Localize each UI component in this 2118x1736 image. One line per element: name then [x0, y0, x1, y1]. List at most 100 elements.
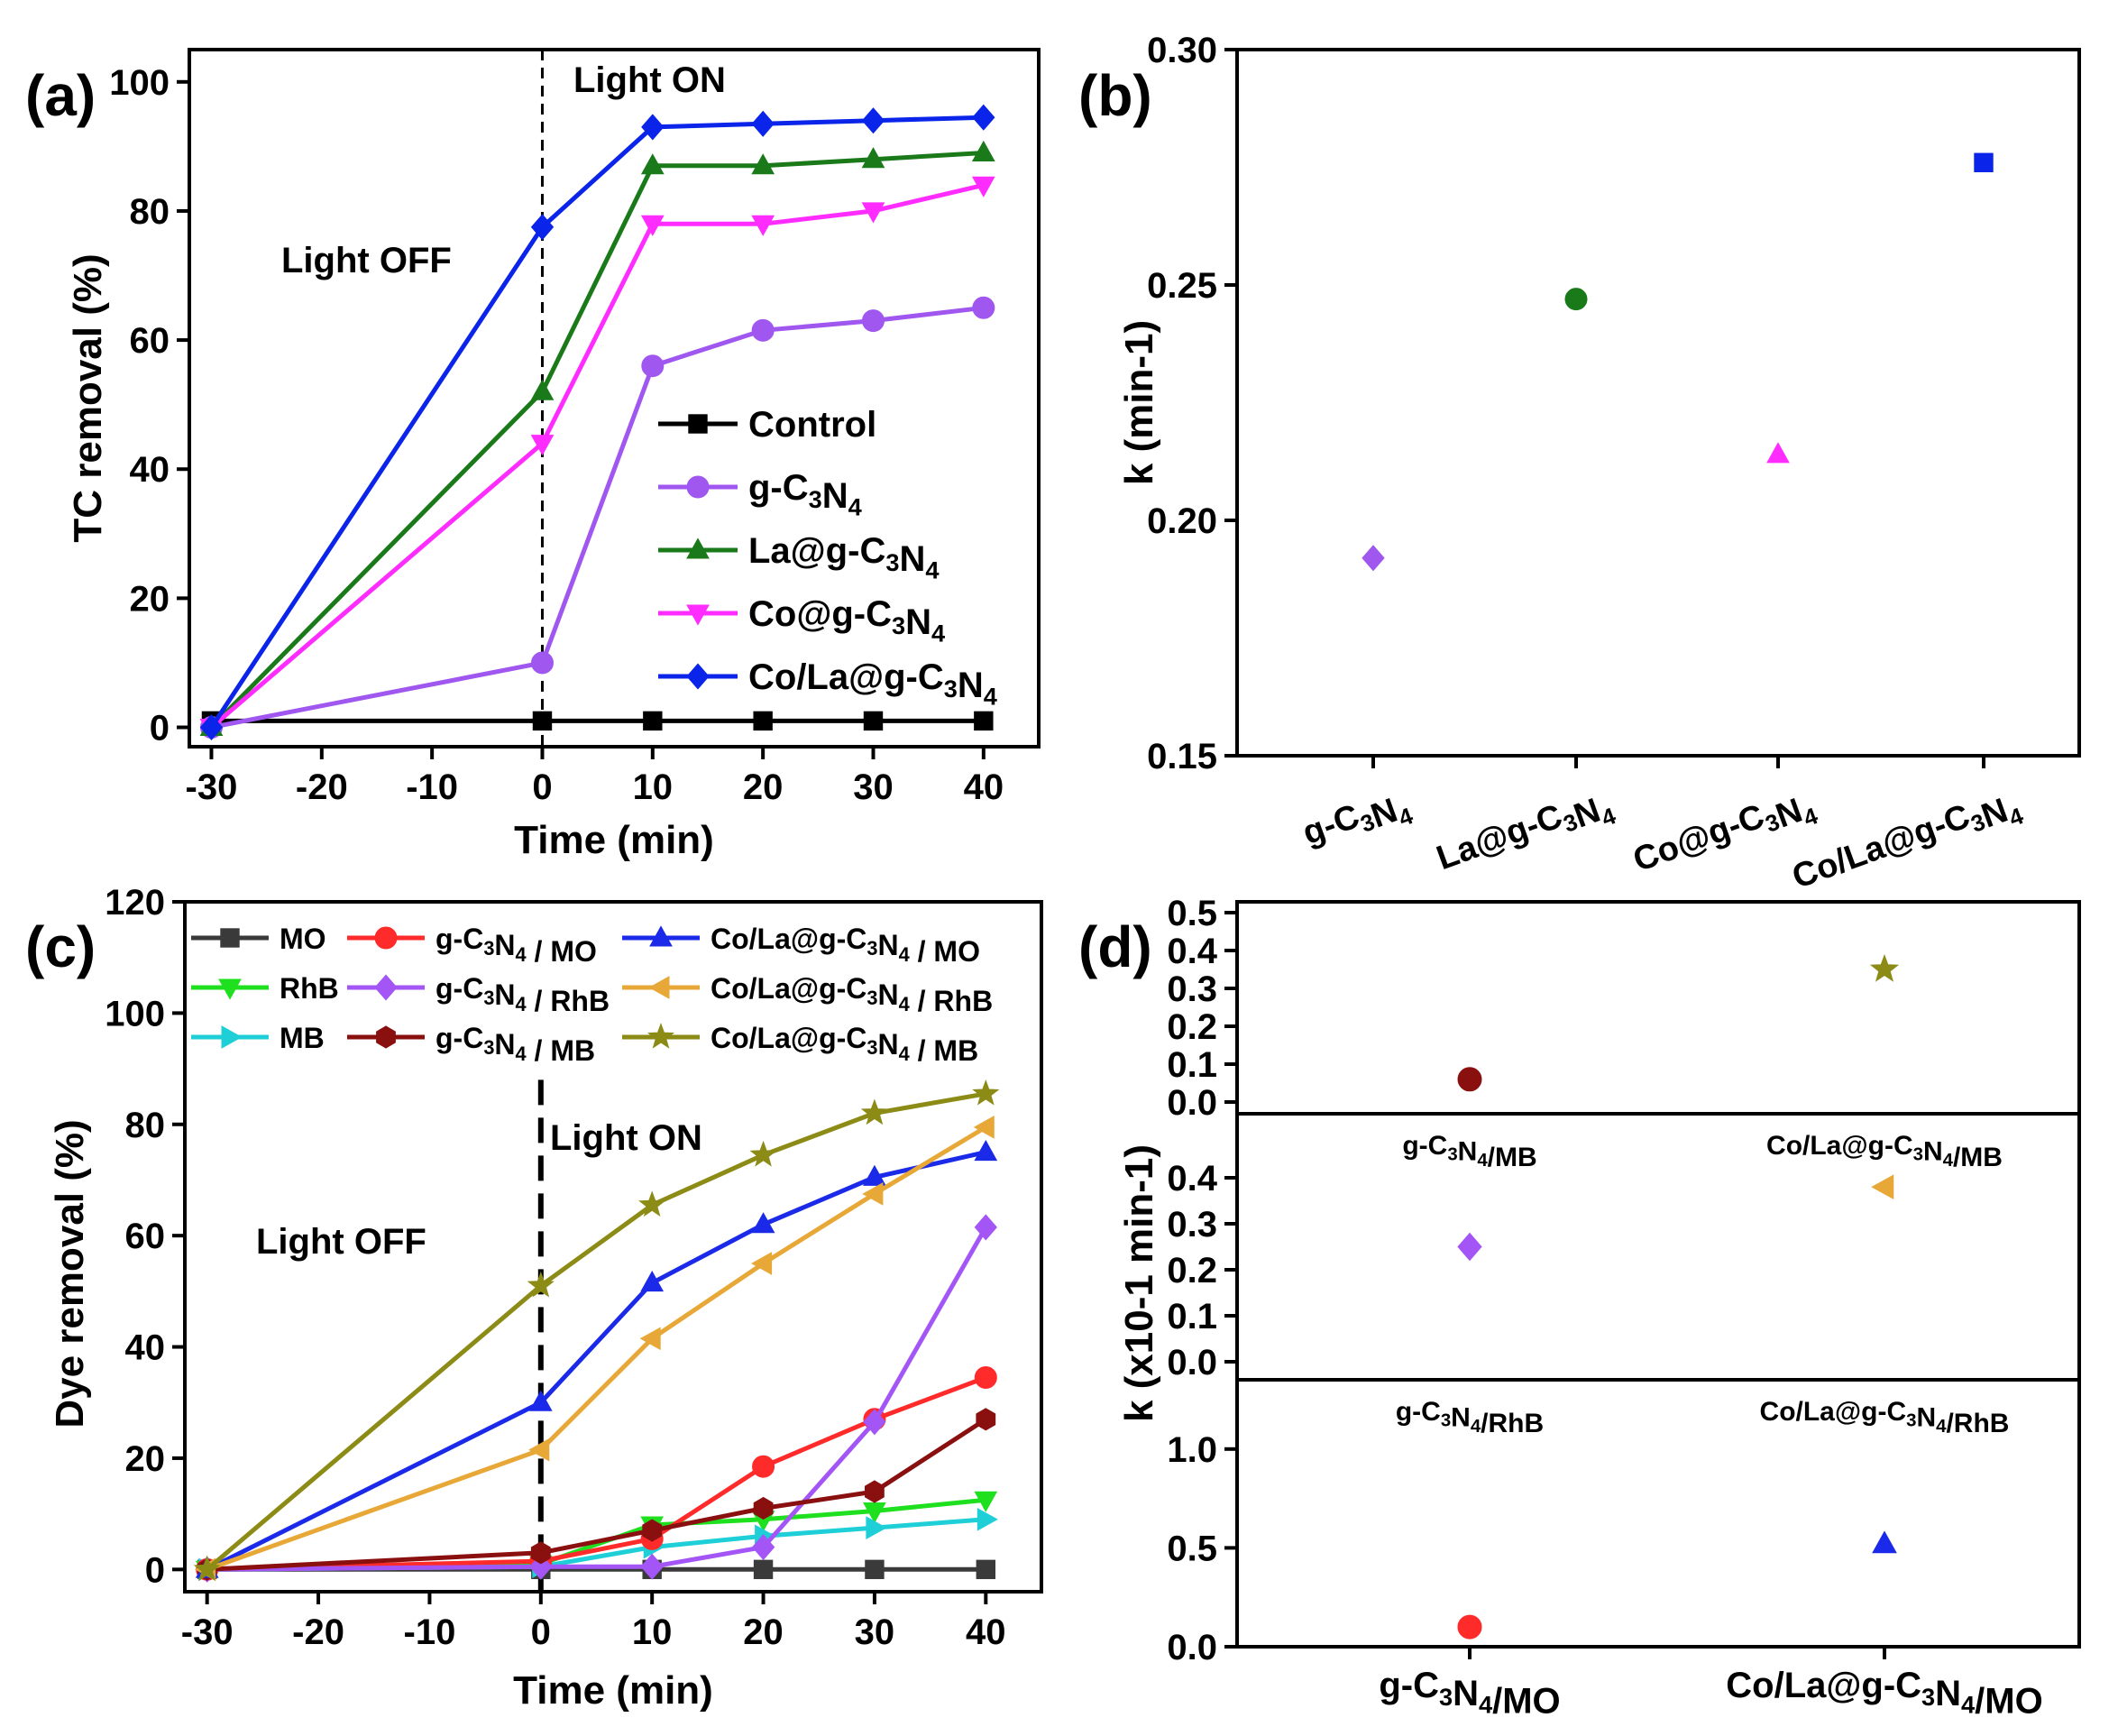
- y-tick-label: 0.2: [1167, 1007, 1217, 1047]
- y-tick-label: 0: [145, 1550, 165, 1590]
- y-tick-label: 0.5: [1167, 894, 1217, 933]
- legend-label: Co@g-C3N4: [748, 594, 945, 648]
- legend-marker: [648, 976, 670, 999]
- panel-c: -30 -20 -10 0 10 20 30 40 0 20 40 60 80 100 120 Time (m…: [25, 883, 1043, 1713]
- y-tick-label: 0.4: [1167, 1159, 1217, 1199]
- y-tick-label: 0.1: [1167, 1297, 1217, 1336]
- data-point: [861, 107, 885, 134]
- y-tick-label: 100: [105, 994, 165, 1033]
- y-tick-label: 1.0: [1167, 1430, 1217, 1470]
- data-point: [639, 1327, 661, 1351]
- point-la-g-c3n4: [1564, 288, 1588, 311]
- y-axis-label: TC removal (%): [66, 253, 110, 542]
- plot-frame: [183, 900, 1043, 1594]
- legend-marker: [649, 925, 673, 947]
- y-axis-label: k (min-1): [1117, 320, 1161, 485]
- subplot-3: 0.0 0.5 1.0: [1167, 1430, 1897, 1667]
- x-tick-label: 40: [964, 767, 1004, 807]
- point-left: [1457, 1614, 1482, 1640]
- y-tick-label: 20: [125, 1439, 166, 1479]
- data-point: [530, 379, 555, 400]
- legend-label: Control: [748, 405, 876, 445]
- legend-marker: [686, 537, 710, 559]
- legend-marker: [374, 926, 398, 950]
- subplot-label-left: g-C3N4/RhB: [1396, 1397, 1544, 1438]
- series-line: [206, 1125, 987, 1572]
- panel-b: 0.150.200.250.30g-C3N4 La@g-C3N4 Co@g-C3N4…: [1078, 31, 2081, 908]
- y-tick-label: 80: [125, 1106, 166, 1145]
- data-point: [642, 1519, 663, 1542]
- data-point: [973, 1116, 995, 1139]
- x-tick-label: 30: [853, 767, 894, 807]
- series-co-la-g-c3n4: [199, 104, 995, 741]
- legend-marker: [220, 928, 240, 948]
- subplot-1: 0.00.10.20.30.40.5 g-C3N4/MB Co/La@g-C3N4/…: [1167, 894, 2003, 1172]
- data-point: [974, 1491, 998, 1512]
- legend-label: Co/La@g-C3N4 / RhB: [711, 972, 993, 1017]
- data-point: [862, 1182, 884, 1206]
- light-on-label: Light ON: [573, 60, 726, 100]
- x-tick-label: 20: [743, 1612, 784, 1652]
- data-point: [861, 309, 885, 333]
- data-point: [527, 1271, 555, 1298]
- light-off-label: Light OFF: [256, 1222, 426, 1262]
- x-tick-label: La@g-C3N4: [1432, 780, 1619, 889]
- x-tick-label: -10: [406, 767, 458, 807]
- data-point: [530, 435, 555, 456]
- data-point: [751, 153, 775, 175]
- series-line: [206, 1375, 987, 1572]
- legend-background: [188, 911, 999, 1060]
- legend-marker: [686, 475, 710, 499]
- subplot-2: 0.0 0.1 0.2 0.3 0.4 g-C3N4/RhB Co/La@g-C3N4/Rh…: [1167, 1159, 2009, 1438]
- data-point: [638, 1190, 666, 1217]
- y-axis-label: Dye removal (%): [48, 1119, 92, 1428]
- data-point: [751, 110, 775, 137]
- series-control: [201, 711, 994, 731]
- y-tick-label: 40: [125, 1328, 166, 1368]
- data-point: [640, 1553, 664, 1580]
- data-point: [753, 1496, 774, 1520]
- legend-label: g-C3N4: [748, 468, 862, 521]
- series-g-c3n4-mo: [196, 1365, 997, 1581]
- y-tick-label: 0.1: [1167, 1045, 1217, 1085]
- point-left: [1457, 1067, 1482, 1092]
- data-point: [861, 202, 885, 224]
- legend-label: g-C3N4 / MO: [436, 923, 597, 968]
- legend-marker: [376, 1025, 396, 1049]
- y-tick-label: 0.3: [1167, 969, 1217, 1009]
- x-axis-label: Time (min): [513, 1668, 713, 1713]
- data-point: [750, 1252, 773, 1275]
- data-point: [974, 711, 994, 731]
- y-tick-label: 0.2: [1167, 1251, 1217, 1291]
- plot-frame: [1235, 48, 2081, 758]
- data-point: [861, 147, 885, 169]
- legend-label: RhB: [280, 972, 339, 1005]
- subplot-label-right: Co/La@g-C3N4/MB: [1766, 1131, 2003, 1172]
- subplot-label-left: g-C3N4/MB: [1402, 1131, 1536, 1172]
- x-tick-label: -30: [186, 767, 238, 807]
- data-point: [640, 153, 665, 175]
- point-g-c3n4: [1362, 545, 1385, 572]
- panel-a: -30 -20 -10 0 10 20 30 40 0 20 40 60 80 100 Time (min)…: [25, 48, 1041, 862]
- legend-marker: [646, 1023, 675, 1049]
- data-point: [528, 1437, 550, 1462]
- x-tick-label: 10: [633, 767, 674, 807]
- data-point: [971, 140, 995, 161]
- data-point: [530, 214, 555, 241]
- legend-marker: [686, 604, 710, 626]
- panel-label-d: (d): [1078, 914, 1152, 979]
- subplot-label-right: Co/La@g-C3N4/RhB: [1760, 1397, 2010, 1438]
- data-point: [753, 1559, 774, 1580]
- x-tick-label: g-C3N4/MO: [1379, 1666, 1560, 1722]
- x-tick-label: -30: [181, 1612, 234, 1652]
- x-tick-label: Co/La@g-C3N4: [1787, 780, 2027, 908]
- y-tick-label: 0.4: [1167, 932, 1217, 971]
- legend-label: g-C3N4 / RhB: [436, 972, 610, 1017]
- panel-label-c: (c): [25, 914, 96, 979]
- data-point: [866, 1516, 887, 1539]
- y-tick-label: 100: [109, 63, 170, 103]
- point-left: [1457, 1232, 1482, 1262]
- data-point: [865, 1480, 885, 1503]
- series-g-c3n4-mb: [197, 1408, 996, 1581]
- y-tick-label: 40: [130, 450, 170, 490]
